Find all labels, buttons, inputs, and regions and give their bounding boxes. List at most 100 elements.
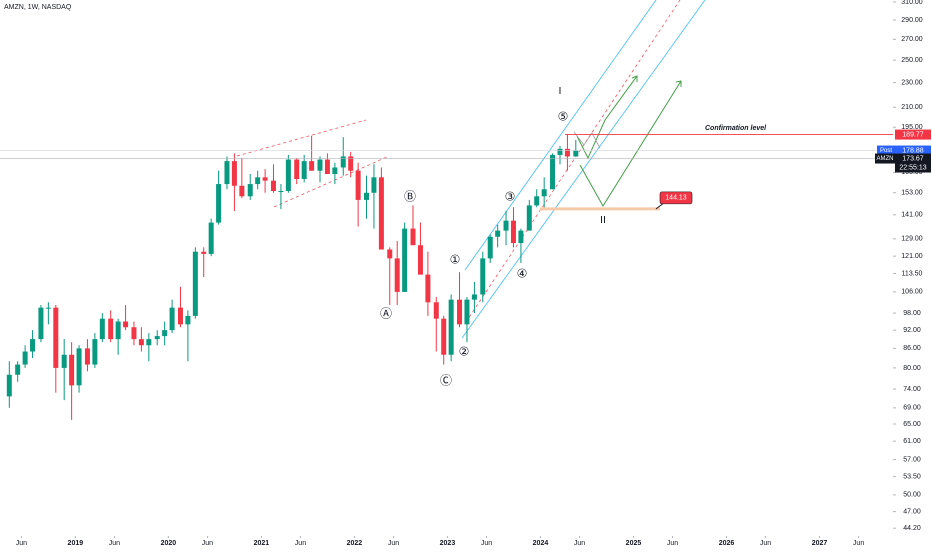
x-tick-label: Jun	[667, 540, 678, 547]
candle-body	[162, 330, 168, 337]
y-tick-label: 50.00	[903, 492, 921, 499]
candle-body	[69, 354, 75, 386]
candle-body	[224, 161, 230, 185]
candle-body	[433, 302, 439, 319]
candle-body	[247, 184, 253, 197]
candle-body	[573, 150, 579, 157]
candle-body	[45, 307, 51, 309]
x-tick-label: 2024	[533, 540, 549, 547]
price-tag-label: 173.67	[902, 155, 924, 162]
candle-body	[441, 318, 447, 355]
y-tick-label: 61.00	[903, 438, 921, 445]
candle-body	[564, 148, 570, 157]
y-tick-label: 141.00	[901, 212, 923, 219]
x-tick-label: Jun	[16, 540, 27, 547]
y-tick-label: 74.00	[903, 386, 921, 393]
candle-body	[364, 192, 370, 200]
y-tick-label: 310.00	[901, 0, 923, 6]
wave-label: Ⓐ	[380, 307, 392, 321]
countdown-label: 22:55:13	[899, 164, 926, 171]
target-zone	[540, 207, 660, 211]
wedge-line	[236, 119, 367, 157]
arrow-head	[675, 80, 682, 87]
candle-body	[131, 327, 137, 340]
y-tick-label: 47.00	[903, 508, 921, 515]
price-tag-label: 189.77	[902, 131, 924, 138]
candle-body	[231, 161, 237, 186]
candle-body	[340, 156, 346, 168]
x-tick-label: 2025	[626, 540, 642, 547]
price-tag-label: 178.88	[902, 147, 924, 154]
candle-body	[154, 336, 160, 340]
x-tick-label: Jun	[853, 540, 864, 547]
candle-body	[84, 348, 90, 365]
y-tick-label: 195.00	[901, 124, 923, 131]
wave-label: II	[600, 215, 606, 226]
candle-body	[518, 230, 524, 244]
y-tick-label: 106.00	[901, 289, 923, 296]
x-tick-label: 2021	[254, 540, 270, 547]
candle-body	[301, 161, 307, 179]
candle-body	[208, 222, 214, 254]
arrow-head	[631, 75, 638, 82]
candle-body	[471, 294, 477, 300]
candle-body	[53, 307, 59, 368]
y-tick-label: 113.50	[902, 270, 923, 277]
y-tick-label: 210.00	[901, 104, 923, 111]
y-tick-label: 153.00	[901, 190, 923, 197]
candle-body	[6, 374, 12, 397]
candle-body	[15, 364, 21, 375]
y-tick-label: 165.00	[901, 169, 923, 176]
channel-midline	[465, 0, 681, 323]
y-tick-label: 69.00	[903, 405, 921, 412]
post-tag-label: Post	[880, 148, 892, 154]
channel-line	[464, 0, 657, 271]
y-tick-label: 44.20	[903, 525, 921, 532]
candle-body	[378, 177, 384, 250]
candle-body	[324, 159, 330, 174]
price-tag	[895, 145, 931, 156]
candle-body	[146, 339, 152, 346]
wave-label: ④	[517, 267, 528, 281]
candle-body	[30, 339, 36, 352]
candle-body	[495, 230, 501, 237]
x-tick-label: 2026	[719, 540, 735, 547]
candle-body	[510, 220, 516, 244]
x-tick-label: Jun	[109, 540, 120, 547]
candle-body	[309, 161, 315, 171]
candle-body	[138, 339, 144, 346]
candle-body	[371, 177, 377, 193]
candle-body	[557, 148, 563, 155]
channel-line	[461, 0, 706, 339]
candle-body	[123, 321, 129, 328]
chart-title: AMZN, 1W, NASDAQ	[4, 4, 72, 11]
target-tag	[659, 191, 693, 205]
candle-body	[402, 228, 408, 292]
candle-body	[192, 251, 198, 316]
target-tag-label: 144.13	[665, 195, 687, 202]
candle-body	[487, 236, 493, 259]
y-tick-label: 230.00	[901, 79, 923, 86]
candle-body	[38, 307, 44, 340]
candle-body	[410, 228, 416, 246]
wave-label: Ⓒ	[440, 374, 452, 388]
candle-body	[108, 318, 114, 340]
candle-body	[239, 185, 245, 197]
y-tick-label: 80.00	[903, 365, 921, 372]
y-tick-label: 270.00	[901, 36, 923, 43]
wave-label: ②	[459, 345, 470, 359]
y-tick-label: 98.00	[903, 310, 921, 317]
candle-body	[294, 159, 300, 179]
wave-label: ①	[450, 253, 461, 267]
axes: 310.00 290.00 270.00 250.00 230.00 210.00 195.…	[16, 0, 931, 547]
x-tick-label: 2023	[440, 540, 456, 547]
y-tick-label: 129.00	[901, 236, 923, 243]
candle-body	[22, 351, 28, 365]
y-tick-label: 53.50	[903, 473, 921, 480]
projection-path	[579, 80, 682, 207]
candle-body	[394, 258, 400, 292]
x-tick-label: Jun	[760, 540, 771, 547]
